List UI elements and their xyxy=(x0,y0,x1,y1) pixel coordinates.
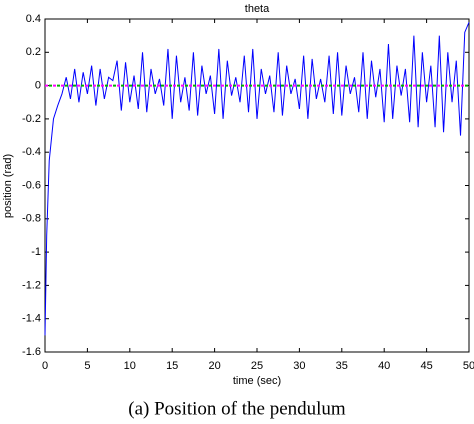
x-tick-label: 30 xyxy=(293,360,305,372)
y-tick-label: -1.6 xyxy=(22,346,41,358)
x-tick-label: 25 xyxy=(251,360,263,372)
x-tick-label: 50 xyxy=(463,360,474,372)
caption: (a) Position of the pendulum xyxy=(128,398,346,419)
y-tick-label: -0.2 xyxy=(22,113,41,125)
x-tick-label: 10 xyxy=(124,360,136,372)
y-tick-label: 0 xyxy=(35,80,41,92)
y-tick-label: 0.2 xyxy=(26,46,41,58)
data-line xyxy=(44,22,470,336)
y-tick-label: -0.6 xyxy=(22,179,41,191)
y-tick-label: -0.4 xyxy=(22,146,41,158)
y-tick-label: -1.2 xyxy=(22,279,41,291)
y-tick-label: -0.8 xyxy=(22,213,41,225)
x-axis-label: time (sec) xyxy=(233,375,281,387)
y-axis-label: position (rad) xyxy=(2,154,14,218)
x-tick-label: 45 xyxy=(420,360,432,372)
y-tick-label: 0.4 xyxy=(26,13,41,25)
x-tick-label: 15 xyxy=(166,360,178,372)
x-tick-label: 35 xyxy=(336,360,348,372)
x-tick-label: 5 xyxy=(84,360,90,372)
x-tick-label: 0 xyxy=(42,360,48,372)
chart-title: theta xyxy=(245,3,270,15)
x-tick-label: 40 xyxy=(378,360,390,372)
y-tick-label: -1.4 xyxy=(22,313,41,325)
x-tick-label: 20 xyxy=(208,360,220,372)
y-tick-label: -1 xyxy=(31,246,41,258)
